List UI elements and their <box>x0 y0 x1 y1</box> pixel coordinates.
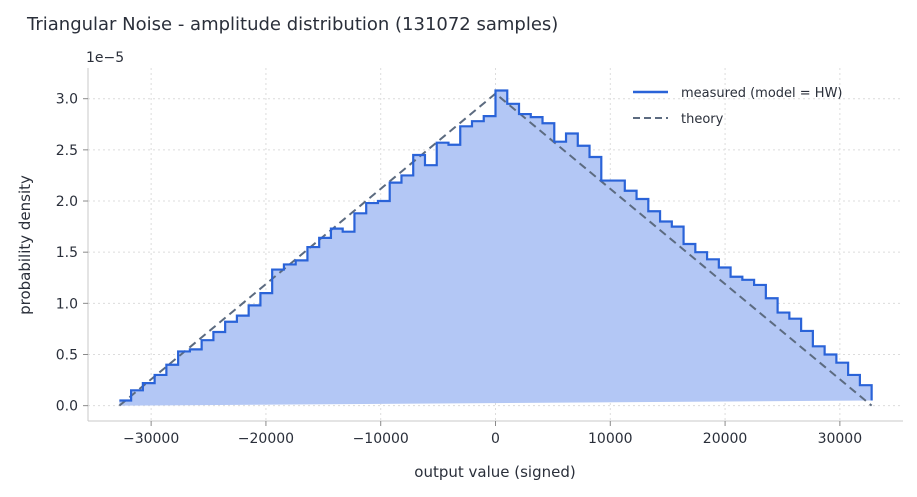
y-offset-label: 1e−5 <box>86 50 124 66</box>
x-tick-label: −20000 <box>238 431 294 447</box>
x-axis-label: output value (signed) <box>414 463 575 481</box>
measured-fill-area <box>119 90 872 406</box>
chart-title: Triangular Noise - amplitude distributio… <box>26 14 558 35</box>
y-axis-label: probability density <box>16 175 34 315</box>
x-tick-label: −10000 <box>353 431 409 447</box>
y-tick-label: 0.0 <box>56 399 78 415</box>
x-tick-label: 20000 <box>703 431 748 447</box>
y-tick-label: 2.0 <box>56 194 78 210</box>
x-tick-label: 0 <box>491 431 500 447</box>
measured-step-layer <box>119 89 873 402</box>
legend-measured-label: measured (model = HW) <box>681 86 843 101</box>
legend: measured (model = HW) theory <box>633 86 843 127</box>
x-tick-label: −30000 <box>123 431 179 447</box>
y-tick-label: 1.5 <box>56 245 78 261</box>
x-tick-label: 30000 <box>818 431 863 447</box>
y-tick-label: 2.5 <box>56 143 78 159</box>
y-axis-ticks: 0.0 0.5 1.0 1.5 2.0 2.5 3.0 <box>56 92 88 415</box>
x-axis-ticks: −30000 −20000 −10000 0 10000 20000 30000 <box>123 421 862 447</box>
y-tick-label: 1.0 <box>56 296 78 312</box>
x-tick-label: 10000 <box>588 431 633 447</box>
y-tick-label: 0.5 <box>56 347 78 363</box>
measured-step-line <box>119 89 873 402</box>
legend-theory-label: theory <box>681 112 724 127</box>
y-tick-label: 3.0 <box>56 92 78 108</box>
measured-fill-layer <box>119 90 872 406</box>
